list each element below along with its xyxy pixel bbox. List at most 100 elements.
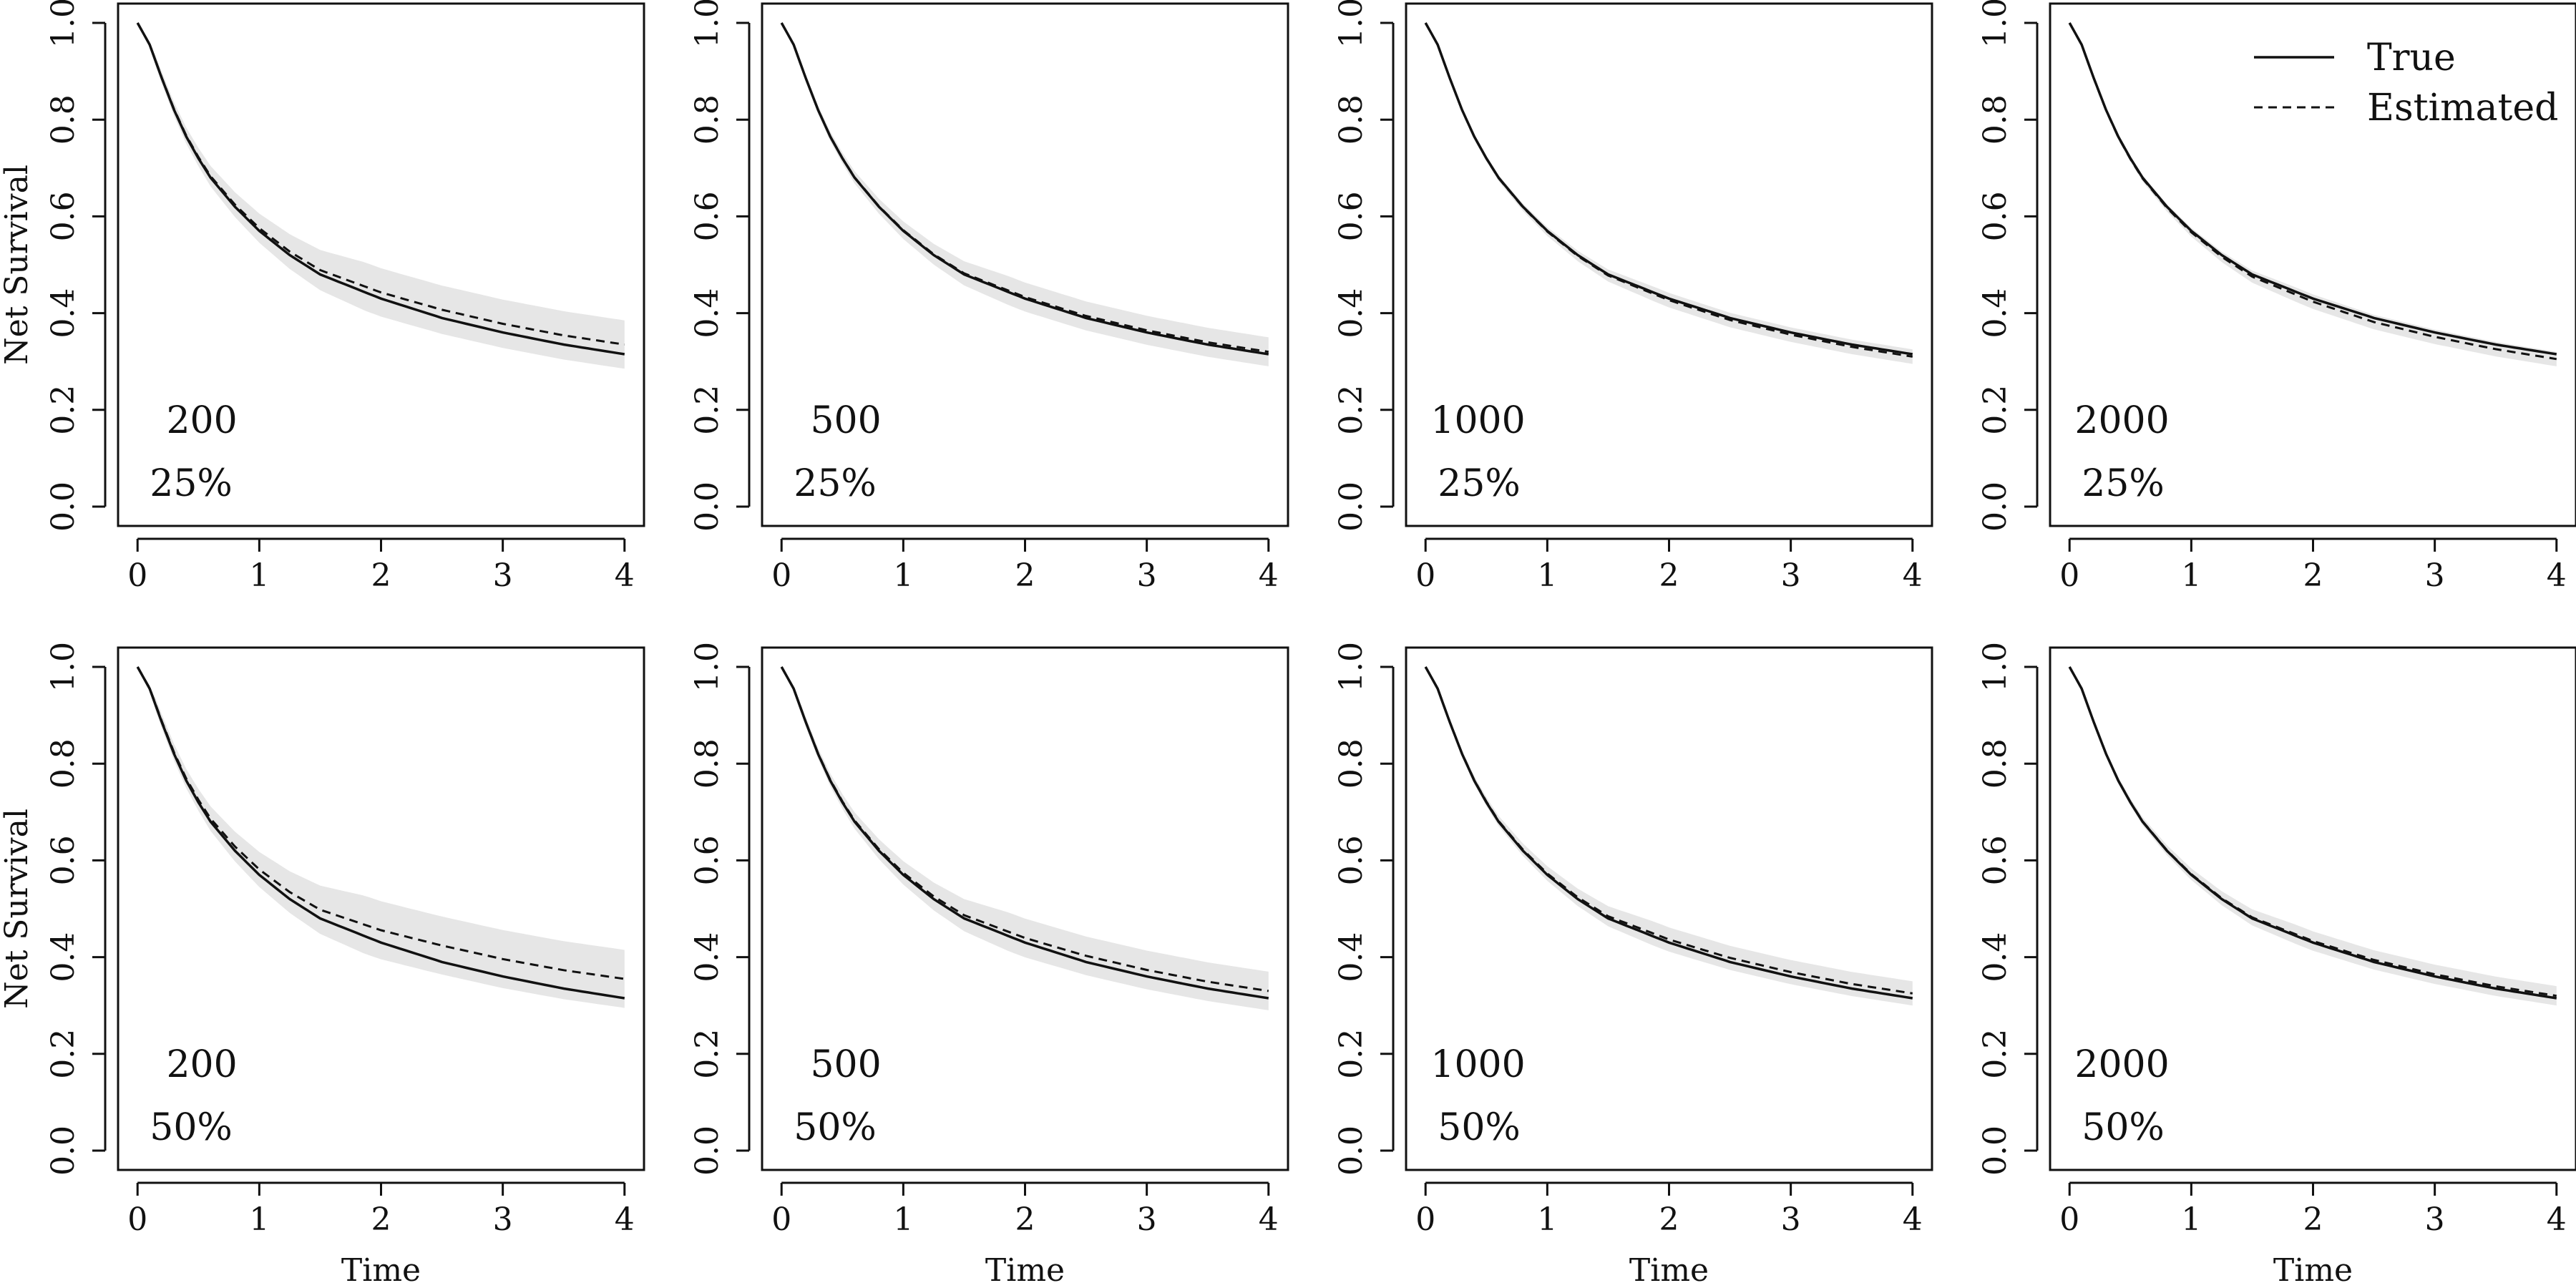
- y-tick-label: 0.2: [45, 1029, 82, 1079]
- true-curve: [780, 666, 1269, 1000]
- y-tick-label: 0.6: [1333, 191, 1370, 241]
- y-tick-label: 0.0: [1333, 1126, 1370, 1176]
- estimated-curve: [780, 666, 1269, 992]
- plot-box: [2049, 646, 2576, 1171]
- plot-box: [761, 2, 1289, 527]
- x-tick-label: 0: [127, 557, 147, 594]
- y-tick-label: 0.8: [45, 738, 82, 789]
- y-tick-label: 0.4: [1977, 288, 2014, 338]
- x-tick-label: 4: [615, 557, 635, 594]
- x-tick-label: 2: [2303, 1201, 2323, 1238]
- x-tick-label: 3: [2425, 557, 2445, 594]
- x-tick-label: 4: [1903, 557, 1923, 594]
- x-tick-label: 2: [371, 1201, 391, 1238]
- y-tick-label: 0.8: [1977, 738, 2014, 789]
- x-tick-label: 3: [493, 1201, 513, 1238]
- y-tick-label: 0.0: [45, 1126, 82, 1176]
- true-curve: [136, 666, 625, 1000]
- y-tick-label: 0.8: [689, 94, 726, 145]
- y-tick-label: 0.2: [45, 385, 82, 435]
- sample-size-label: 500: [810, 1043, 881, 1086]
- x-tick-label: 2: [1659, 557, 1679, 594]
- sample-size-label: 200: [166, 399, 237, 442]
- x-tick-label: 3: [493, 557, 513, 594]
- y-tick-label: 0.6: [45, 191, 82, 241]
- y-tick-label: 1.0: [1333, 0, 1370, 48]
- y-tick-label: 0.4: [45, 288, 82, 338]
- legend: True Estimated: [2254, 36, 2558, 130]
- censoring-label: 50%: [150, 1106, 233, 1149]
- x-tick-label: 4: [2547, 557, 2567, 594]
- y-tick-label: 0.0: [45, 482, 82, 532]
- y-tick-label: 1.0: [1333, 642, 1370, 692]
- true-curve: [2068, 22, 2557, 356]
- plot-box: [1405, 2, 1933, 527]
- x-tick-label: 2: [2303, 557, 2323, 594]
- plot-box: [117, 2, 645, 527]
- legend-label: True: [2367, 36, 2456, 79]
- y-tick-label: 0.4: [1333, 288, 1370, 338]
- x-tick-label: 2: [1015, 557, 1035, 594]
- y-tick-label: 0.6: [689, 835, 726, 885]
- x-tick-label: 2: [1659, 1201, 1679, 1238]
- x-tick-label: 1: [893, 557, 913, 594]
- plot-box: [1405, 646, 1933, 1171]
- censoring-label: 25%: [794, 462, 877, 505]
- censoring-label: 25%: [150, 462, 233, 505]
- x-axis-title: Time: [2273, 1252, 2353, 1288]
- legend-label: Estimated: [2367, 87, 2558, 130]
- x-tick-label: 3: [1781, 557, 1801, 594]
- censoring-label: 25%: [2082, 462, 2165, 505]
- x-tick-label: 0: [1415, 1201, 1435, 1238]
- y-tick-label: 0.0: [689, 1126, 726, 1176]
- x-tick-label: 0: [771, 557, 791, 594]
- estimated-curve: [1424, 666, 1913, 995]
- y-tick-label: 0.0: [689, 482, 726, 532]
- y-tick-label: 0.2: [689, 1029, 726, 1079]
- x-tick-label: 3: [1137, 1201, 1157, 1238]
- censoring-label: 50%: [1438, 1106, 1521, 1149]
- x-axis-title: Time: [985, 1252, 1065, 1288]
- y-axis-title: Net Survival: [0, 809, 35, 1009]
- y-tick-label: 0.6: [689, 191, 726, 241]
- y-tick-label: 0.4: [1977, 932, 2014, 982]
- x-tick-label: 0: [127, 1201, 147, 1238]
- x-tick-label: 1: [2181, 1201, 2201, 1238]
- y-tick-label: 1.0: [1977, 0, 2014, 48]
- x-tick-label: 4: [1259, 557, 1279, 594]
- estimated-curve: [136, 22, 625, 346]
- y-axis-title: Net Survival: [0, 165, 35, 365]
- x-axis-title: Time: [1629, 1252, 1709, 1288]
- panel-2-4: 0 1 2 3 4 0.0 0.2 0.4 0.6 0.8 1.0 2000 50% Time: [1977, 642, 2576, 1288]
- panel-1-4: 0 1 2 3 4 0.0 0.2 0.4 0.6 0.8 1.0 2000 25% True Estima…: [1977, 0, 2576, 594]
- confidence-band: [137, 23, 625, 369]
- x-tick-label: 1: [249, 1201, 269, 1238]
- x-tick-label: 4: [615, 1201, 635, 1238]
- y-tick-label: 0.8: [1977, 94, 2014, 145]
- y-tick-label: 0.6: [1977, 835, 2014, 885]
- x-tick-label: 0: [2059, 557, 2079, 594]
- true-curve: [136, 22, 625, 356]
- estimated-curve: [2068, 666, 2557, 997]
- y-tick-label: 0.2: [1333, 1029, 1370, 1079]
- y-tick-label: 1.0: [45, 0, 82, 48]
- sample-size-label: 1000: [1430, 399, 1525, 442]
- y-tick-label: 1.0: [689, 642, 726, 692]
- estimated-curve: [136, 666, 625, 980]
- sample-size-label: 1000: [1430, 1043, 1525, 1086]
- plot-box: [117, 646, 645, 1171]
- y-tick-label: 0.6: [45, 835, 82, 885]
- y-tick-label: 1.0: [45, 642, 82, 692]
- panel-1-3: 0 1 2 3 4 0.0 0.2 0.4 0.6 0.8 1.0 1000 25%: [1333, 0, 1933, 594]
- y-tick-label: 0.8: [1333, 94, 1370, 145]
- sample-size-label: 2000: [2074, 1043, 2169, 1086]
- x-tick-label: 2: [1015, 1201, 1035, 1238]
- y-tick-label: 1.0: [689, 0, 726, 48]
- y-tick-label: 0.8: [689, 738, 726, 789]
- confidence-band: [2069, 667, 2557, 1006]
- x-tick-label: 4: [2547, 1201, 2567, 1238]
- plot-box: [2049, 2, 2576, 527]
- x-axis-title: Time: [341, 1252, 421, 1288]
- x-tick-label: 0: [771, 1201, 791, 1238]
- y-tick-label: 0.4: [689, 932, 726, 982]
